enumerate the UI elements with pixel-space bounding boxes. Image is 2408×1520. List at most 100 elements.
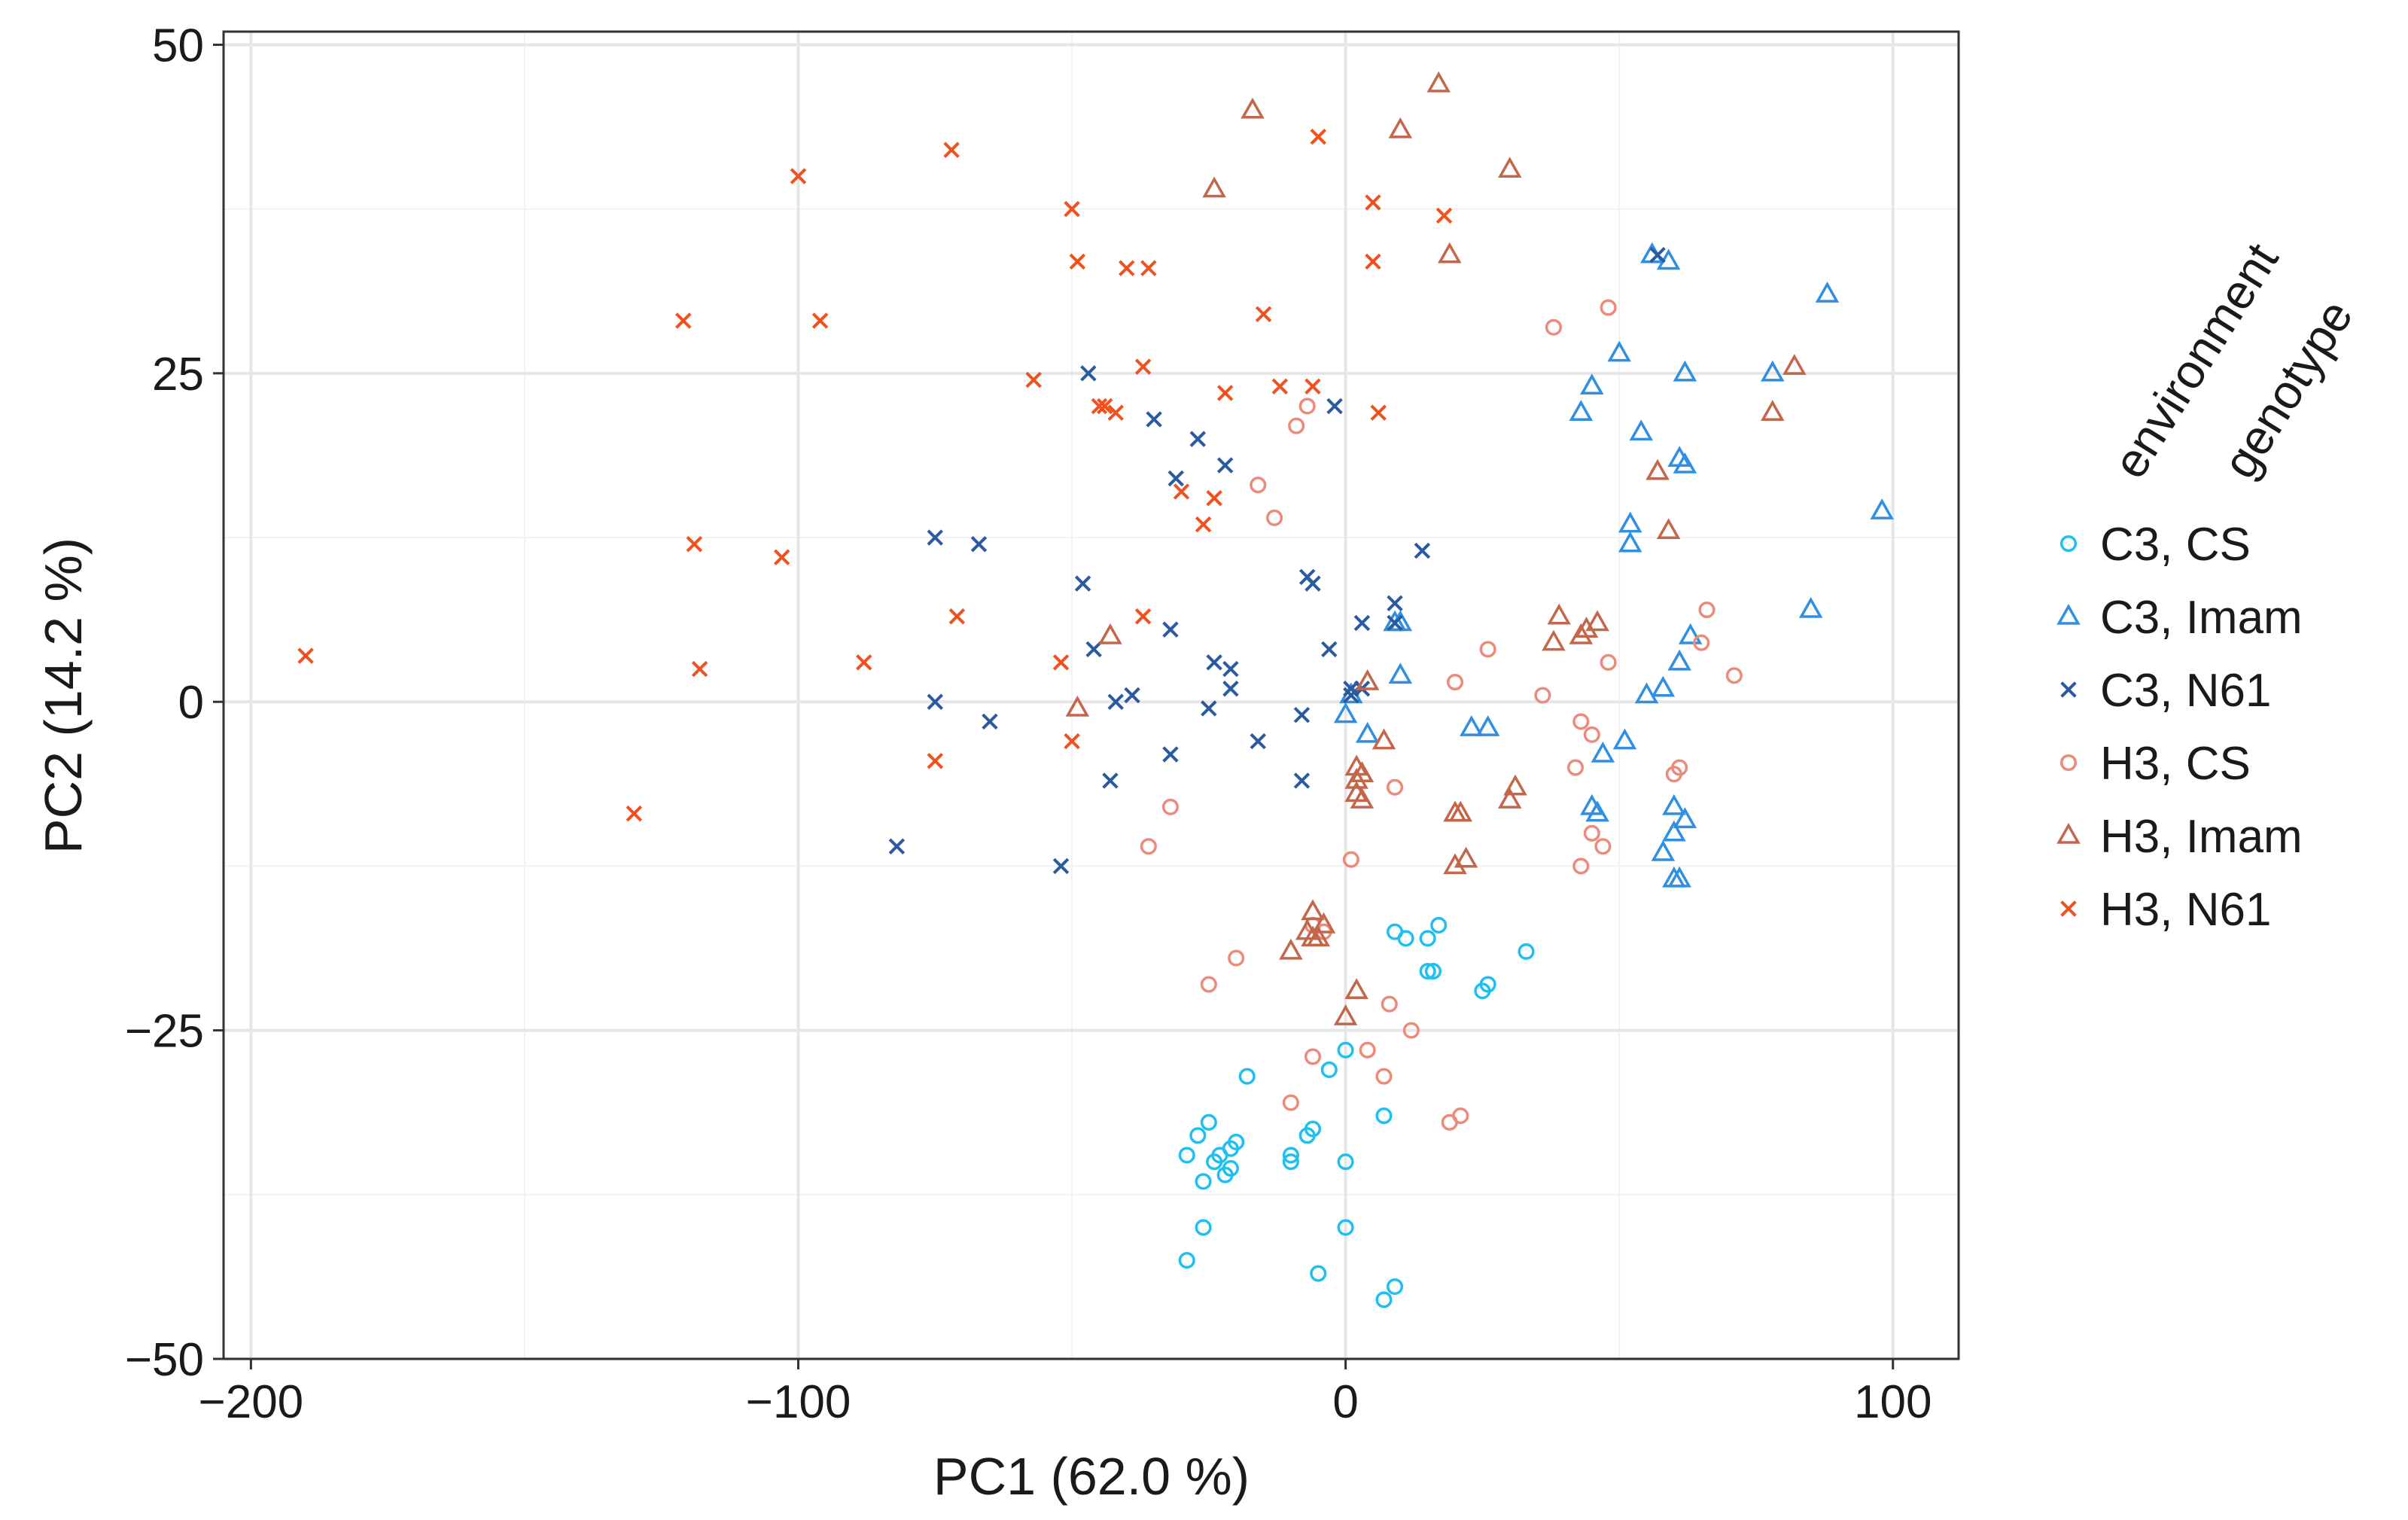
- point-h3-imam: [1782, 354, 1807, 375]
- point-h3-cs: [1359, 1041, 1376, 1059]
- point-h3-cs: [1572, 857, 1590, 875]
- point-h3-n61: [1271, 378, 1289, 395]
- point-c3-imam: [1651, 675, 1676, 697]
- point-c3-imam: [1618, 511, 1642, 533]
- legend-key-h3-imam: [2056, 822, 2081, 844]
- point-c3-n61: [1414, 542, 1431, 559]
- point-h3-n61: [1365, 253, 1381, 270]
- point-h3-n61: [297, 647, 314, 664]
- point-c3-cs: [1206, 1153, 1223, 1171]
- point-c3-cs: [1195, 1219, 1212, 1236]
- point-h3-cs: [1228, 949, 1245, 967]
- point-h3-n61: [1069, 253, 1086, 270]
- point-h3-cs: [1600, 299, 1617, 316]
- y-axis-title: PC2 (14.2 %): [34, 538, 93, 854]
- point-c3-cs: [1310, 1265, 1327, 1282]
- legend-items: C3, CS C3, Imam C3, N61 H3, CS H3, Imam H3, N…: [2056, 519, 2303, 936]
- point-h3-cs: [1698, 601, 1715, 619]
- point-h3-imam: [1498, 787, 1522, 809]
- legend-key-c3-cs: [2059, 535, 2078, 553]
- point-h3-n61: [1195, 516, 1212, 533]
- point-h3-imam: [1301, 925, 1325, 947]
- point-h3-imam: [1241, 97, 1265, 119]
- point-c3-cs: [1178, 1252, 1195, 1269]
- point-h3-cs: [1342, 851, 1359, 868]
- point-h3-cs: [1693, 634, 1710, 651]
- point-c3-n61: [927, 529, 943, 546]
- legend-label-h3-imam: H3, Imam: [2100, 811, 2303, 863]
- point-c3-n61: [1250, 733, 1266, 750]
- point-h3-n61: [1064, 733, 1080, 750]
- point-h3-cs: [1140, 838, 1157, 855]
- point-h3-cs: [1671, 759, 1688, 776]
- point-c3-n61: [1162, 621, 1179, 638]
- point-h3-n61: [811, 312, 829, 329]
- point-h3-imam: [1569, 623, 1594, 644]
- point-c3-imam: [1629, 419, 1654, 441]
- point-h3-cs: [1545, 318, 1562, 336]
- point-h3-n61: [626, 805, 643, 822]
- point-h3-n61: [948, 608, 966, 625]
- point-h3-cs: [1572, 713, 1590, 730]
- point-h3-imam: [1301, 899, 1325, 921]
- point-c3-imam: [1673, 360, 1697, 382]
- point-c3-cs: [1195, 1173, 1212, 1190]
- point-c3-cs: [1424, 963, 1442, 980]
- point-c3-n61: [1124, 687, 1140, 704]
- point-h3-n61: [675, 312, 692, 329]
- point-h3-n61: [1173, 483, 1190, 500]
- point-c3-cs: [1337, 1219, 1354, 1236]
- point-c3-cs: [1419, 963, 1436, 980]
- point-c3-n61: [1080, 365, 1097, 382]
- point-c3-cs: [1282, 1147, 1299, 1164]
- point-h3-n61: [1064, 200, 1080, 218]
- point-c3-n61: [1189, 431, 1207, 447]
- point-h3-n61: [1206, 489, 1222, 507]
- point-h3-cs: [1583, 726, 1600, 743]
- legend-label-c3-imam: C3, Imam: [2100, 592, 2303, 644]
- point-h3-cs: [1200, 976, 1217, 993]
- grid-minor-lines: [224, 32, 1959, 1359]
- point-c3-cs: [1189, 1127, 1207, 1144]
- point-h3-cs: [1282, 1094, 1299, 1111]
- point-c3-n61: [1387, 614, 1403, 632]
- point-h3-n61: [1365, 194, 1381, 211]
- point-c3-imam: [1475, 715, 1500, 736]
- point-h3-imam: [1542, 629, 1566, 651]
- point-c3-cs: [1479, 976, 1496, 993]
- point-c3-imam: [1607, 340, 1631, 362]
- point-h3-n61: [691, 660, 708, 678]
- legend-key-h3-n61: [2060, 900, 2077, 917]
- point-c3-n61: [1162, 746, 1179, 763]
- point-c3-n61: [1321, 641, 1338, 658]
- x-axis-title: PC1 (62.0 %): [933, 1447, 1250, 1506]
- legend-key-h3-cs: [2059, 754, 2078, 772]
- point-c3-n61: [1074, 575, 1091, 592]
- point-c3-cs: [1397, 930, 1414, 947]
- point-h3-n61: [943, 142, 960, 158]
- point-c3-n61: [982, 713, 998, 730]
- point-h3-n61: [1310, 128, 1326, 145]
- point-h3-imam: [1547, 603, 1571, 625]
- point-h3-cs: [1600, 653, 1617, 671]
- point-h3-n61: [1134, 608, 1152, 625]
- point-h3-n61: [856, 654, 872, 671]
- point-h3-cs: [1583, 824, 1600, 842]
- point-c3-imam: [1815, 282, 1840, 303]
- point-h3-imam: [1503, 774, 1527, 796]
- point-h3-cs: [1594, 838, 1612, 855]
- point-h3-imam: [1333, 1004, 1358, 1025]
- legend-label-c3-n61: C3, N61: [2100, 665, 2271, 717]
- point-h3-cs: [1381, 995, 1398, 1013]
- point-h3-n61: [1025, 371, 1042, 388]
- point-c3-n61: [1206, 654, 1222, 671]
- point-c3-imam: [1667, 866, 1691, 888]
- y-tick-label: −25: [125, 1006, 204, 1058]
- point-h3-imam: [1350, 787, 1374, 809]
- point-h3-imam: [1388, 117, 1413, 139]
- point-c3-n61: [1102, 772, 1119, 789]
- point-h3-imam: [1279, 938, 1303, 960]
- point-c3-n61: [1146, 411, 1162, 428]
- x-axis-ticks: −200 −100 0 100: [199, 1359, 1932, 1428]
- point-c3-imam: [1355, 721, 1380, 743]
